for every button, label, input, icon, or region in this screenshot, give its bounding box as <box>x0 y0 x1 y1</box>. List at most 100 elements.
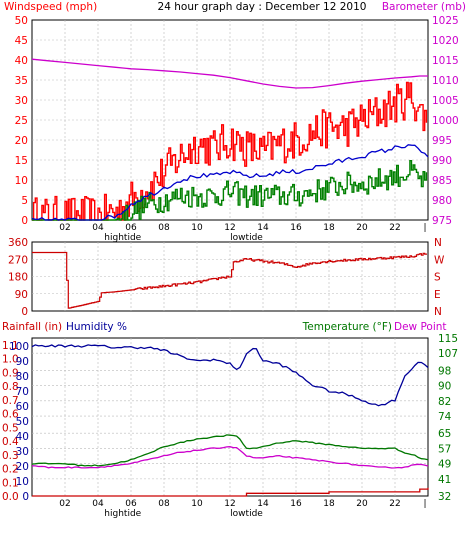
baro-y-tick-label: 985 <box>432 175 452 187</box>
temp-y-tick-label: 65 <box>438 428 451 440</box>
rain-x-tick-label: 20 <box>356 499 368 509</box>
rain-y-tick-label: 1.1 <box>2 340 19 352</box>
humidity-y-tick-label: 20 <box>16 461 29 473</box>
hightide-label: hightide <box>104 233 141 243</box>
humidity-axis-label: Humidity % <box>66 321 127 333</box>
wind-axis-label: Windspeed (mph) <box>4 1 97 13</box>
wind-x-tick-label: 20 <box>356 223 368 233</box>
temp-y-tick-label: 74 <box>438 411 452 423</box>
rain-x-tick-label: 04 <box>92 499 104 509</box>
lowtide-label: lowtide <box>230 233 263 243</box>
direction-series-line <box>32 251 427 309</box>
temperature-series-line <box>31 434 429 467</box>
rain-x-tick-label: 16 <box>290 499 302 509</box>
compass-label: N <box>434 237 442 249</box>
rain-x-tick-label: 12 <box>224 499 235 509</box>
baro-y-tick-label: 1000 <box>432 115 459 127</box>
wind-x-tick-label: 16 <box>290 223 302 233</box>
temp-y-tick-label: 57 <box>438 443 451 455</box>
wind-x-end-label: | <box>423 223 426 233</box>
barometer-series-line <box>31 58 428 89</box>
direction-y-tick-label: 270 <box>8 254 28 266</box>
rain-y-tick-label: 0.1 <box>2 477 19 489</box>
hightide-label-2: hightide <box>104 509 141 519</box>
dewpoint-series-line <box>31 446 429 469</box>
humidity-y-tick-label: 30 <box>16 446 29 458</box>
wind-y-tick-label: 5 <box>21 195 28 207</box>
rain-y-tick-label: 0.6 <box>2 409 19 421</box>
baro-y-tick-label: 980 <box>432 195 452 207</box>
gust-series-line <box>32 81 428 221</box>
baro-y-tick-label: 995 <box>432 135 452 147</box>
rain-y-tick-label: 0.9 <box>2 367 19 379</box>
wind-y-tick-label: 45 <box>15 35 28 47</box>
wind-x-tick-label: 22 <box>389 223 400 233</box>
humidity-y-tick-label: 60 <box>16 401 29 413</box>
temp-y-tick-label: 49 <box>438 459 451 471</box>
wind-panel: 0510152025303540455097598098599099510001… <box>15 15 459 243</box>
rain-x-tick-label: 22 <box>389 499 400 509</box>
wind-y-tick-label: 10 <box>15 175 28 187</box>
temp-y-tick-label: 41 <box>438 474 451 486</box>
lowtide-label-2: lowtide <box>230 509 263 519</box>
wind-y-tick-label: 25 <box>15 115 28 127</box>
direction-y-tick-label: 360 <box>8 237 28 249</box>
wind-x-tick-label: 18 <box>323 223 335 233</box>
baro-y-tick-label: 1015 <box>432 55 459 67</box>
rain-y-tick-label: 0.8 <box>2 381 19 393</box>
rain-humidity-temp-panel: 0.0 0.10.2 0.3 0.4 0.50.6 0.7 0.8 0.91.0 1.1 0 10 2… <box>2 333 458 519</box>
wind-x-tick-label: 14 <box>257 223 269 233</box>
baro-axis-label: Barometer (mb) <box>382 1 466 13</box>
wind-x-tick-label: 08 <box>158 223 170 233</box>
wind-y-tick-label: 0 <box>21 215 28 227</box>
min-wind-series-line <box>32 160 428 221</box>
temp-y-tick-label: 115 <box>438 333 458 345</box>
wind-x-tick-label: 12 <box>224 223 235 233</box>
baro-y-tick-label: 1025 <box>432 15 459 27</box>
compass-label: N <box>434 306 442 318</box>
baro-y-tick-label: 1005 <box>432 95 459 107</box>
temp-y-tick-label: 32 <box>438 491 451 503</box>
wind-y-tick-label: 50 <box>15 15 28 27</box>
wind-y-tick-label: 15 <box>15 155 28 167</box>
avg-wind-series-line <box>31 144 429 221</box>
baro-y-tick-label: 990 <box>432 155 452 167</box>
humidity-y-tick-label: 40 <box>16 431 29 443</box>
wind-x-tick-label: 02 <box>59 223 70 233</box>
wind-y-tick-label: 40 <box>15 55 28 67</box>
rain-y-tick-label: 0.4 <box>2 436 19 448</box>
wind-x-tick-label: 10 <box>191 223 203 233</box>
wind-y-tick-label: 20 <box>15 135 28 147</box>
rain-x-tick-label: 02 <box>59 499 70 509</box>
baro-y-tick-label: 975 <box>432 215 452 227</box>
rain-y-tick-label: 0.2 <box>2 464 19 476</box>
baro-y-tick-label: 1010 <box>432 75 459 87</box>
humidity-y-tick-label: 0 <box>22 491 29 503</box>
humidity-y-tick-label: 90 <box>16 356 29 368</box>
humidity-y-tick-label: 80 <box>16 371 29 383</box>
wind-x-tick-label: 06 <box>125 223 137 233</box>
baro-y-tick-label: 1020 <box>432 35 459 47</box>
rain-y-tick-label: 0.0 <box>2 491 19 503</box>
compass-label: E <box>434 289 441 301</box>
temp-axis-label: Temperature (°F) <box>302 321 392 333</box>
dew-axis-label: Dew Point <box>394 321 447 333</box>
rain-series-line <box>32 487 429 497</box>
rain-x-tick-label: 14 <box>257 499 269 509</box>
humidity-y-tick-label: 100 <box>9 341 29 353</box>
rain-y-tick-label: 0.5 <box>2 422 19 434</box>
rain-x-end-label: | <box>423 499 426 509</box>
rain-y-tick-label: 1.0 <box>2 354 19 366</box>
rain-plot-frame <box>31 337 429 497</box>
wind-y-tick-label: 35 <box>15 75 28 87</box>
temp-y-tick-label: 90 <box>438 381 451 393</box>
direction-y-tick-label: 90 <box>15 289 28 301</box>
rain-x-tick-label: 06 <box>125 499 137 509</box>
rain-x-tick-label: 08 <box>158 499 170 509</box>
temp-y-tick-label: 98 <box>438 365 451 377</box>
direction-y-tick-label: 0 <box>21 306 28 318</box>
humidity-y-tick-label: 50 <box>16 416 29 428</box>
wind-x-tick-label: 04 <box>92 223 104 233</box>
rain-axis-label: Rainfall (in) <box>2 321 62 333</box>
